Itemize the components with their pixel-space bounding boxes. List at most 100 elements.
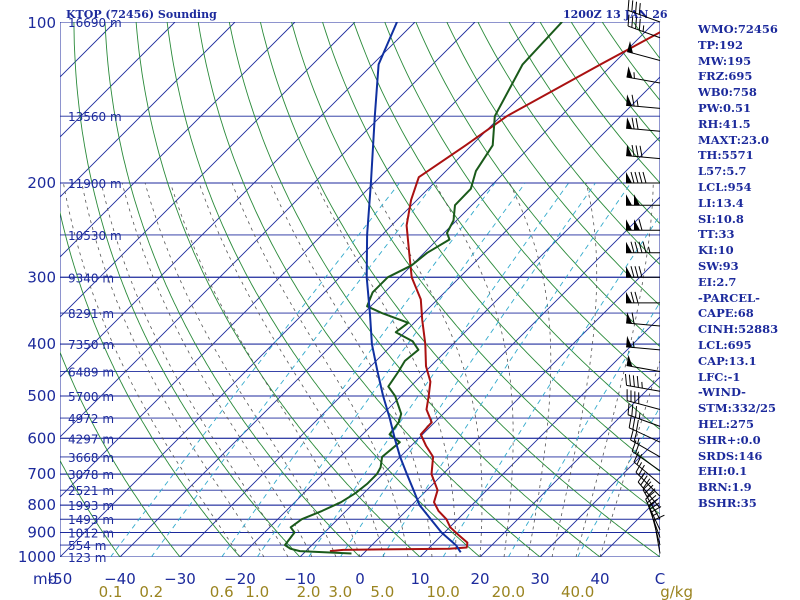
pressure-tick-label: 800	[27, 496, 56, 514]
pressure-tick-label: 900	[27, 524, 56, 542]
wind-barb	[635, 462, 661, 497]
dry-adiabat	[291, 22, 660, 515]
height-label: 1493 m	[68, 513, 114, 527]
stat-line: SHR+:0.0	[698, 432, 761, 447]
wind-barb	[627, 403, 661, 427]
dry-adiabat	[60, 350, 181, 557]
pressure-tick-label: 1000	[18, 548, 56, 566]
mixing-ratio-line	[339, 182, 596, 557]
height-label: 5700 m	[68, 390, 114, 404]
stat-line: CAP:13.1	[698, 353, 757, 368]
dry-adiabat	[135, 22, 421, 557]
pressure-tick-label: 500	[27, 387, 56, 405]
dry-adiabat	[322, 22, 660, 473]
stat-line: STM:332/25	[698, 401, 777, 416]
wind-barb	[626, 194, 660, 206]
wind-barb	[626, 219, 660, 231]
wind-barb	[630, 428, 661, 458]
mixing-unit-label: g/kg	[660, 583, 693, 600]
dry-adiabat	[446, 22, 660, 307]
temperature-tick-label: 10	[410, 570, 429, 588]
stat-line: EHI:0.1	[698, 464, 748, 479]
isotherm-line	[60, 22, 236, 198]
pressure-tick-label: 100	[27, 14, 56, 32]
mixing-ratio-tick-label: 2.0	[297, 583, 321, 600]
stat-line: WB0:758	[698, 85, 757, 100]
moist-adiabat	[509, 182, 552, 557]
mixing-ratio-tick-label: 5.0	[370, 583, 394, 600]
stat-line: -WIND-	[698, 385, 746, 400]
temperature-tick-label: 30	[530, 570, 549, 588]
height-label: 6489 m	[68, 365, 114, 379]
wind-barb	[628, 416, 661, 443]
moist-adiabat	[198, 182, 385, 557]
moist-adiabat	[369, 182, 483, 557]
mixing-ratio-tick-label: 0.1	[99, 583, 123, 600]
stat-line: LCL:954	[698, 179, 752, 194]
wind-barb	[626, 144, 661, 160]
stat-line: WMO:72456	[698, 22, 778, 36]
moist-adiabat	[121, 182, 313, 557]
height-label: 554 m	[68, 539, 106, 553]
moist-adiabat	[270, 182, 433, 557]
stat-line: LCL:695	[698, 337, 752, 352]
stat-line: PW:0.51	[698, 100, 752, 115]
moist-adiabat	[144, 182, 337, 557]
stat-line: BRN:1.9	[698, 480, 752, 495]
mixing-ratio-line	[308, 182, 569, 557]
pressure-unit-label: mb	[33, 570, 57, 588]
moist-adiabat	[170, 182, 361, 557]
temperature-tick-label: −40	[104, 570, 136, 588]
wind-barb	[626, 291, 660, 304]
temperature-tick-label: −30	[164, 570, 196, 588]
mixing-ratio-line	[256, 182, 526, 557]
wind-barb	[647, 498, 661, 538]
dry-adiabat	[415, 22, 660, 348]
height-label: 4297 m	[68, 432, 114, 446]
temperature-trace	[329, 31, 660, 553]
pressure-tick-label: 300	[27, 268, 56, 286]
isotherm-line	[539, 436, 660, 557]
wind-barb	[626, 335, 661, 351]
pressure-tick-label: 200	[27, 174, 56, 192]
dry-adiabat	[60, 459, 121, 557]
stat-line: CINH:52883	[698, 322, 779, 337]
height-label: 3078 m	[68, 468, 114, 482]
isotherm-line	[239, 136, 660, 557]
moist-adiabat	[100, 183, 289, 557]
temperature-tick-label: −20	[224, 570, 256, 588]
height-label: 11900 m	[68, 177, 122, 191]
dry-adiabat	[259, 22, 660, 557]
temperature-tick-label: −10	[284, 570, 316, 588]
height-label: 2521 m	[68, 484, 114, 498]
dry-adiabat	[104, 22, 361, 557]
height-label: 10530 m	[68, 229, 122, 243]
height-label: 13560 m	[68, 110, 122, 124]
mixing-ratio-line	[442, 214, 660, 557]
isotherm-line	[60, 22, 356, 318]
height-label: 7350 m	[68, 338, 114, 352]
dry-adiabat	[166, 22, 481, 557]
mixing-ratio-tick-label: 3.0	[328, 583, 352, 600]
mixing-ratio-line	[507, 301, 660, 557]
stat-line: BSHR:35	[698, 495, 757, 510]
moist-adiabat	[63, 183, 241, 557]
stat-line: KI:10	[698, 243, 734, 258]
isotherm-line	[419, 316, 660, 557]
dry-adiabat	[477, 22, 660, 266]
stat-line: TP:192	[698, 37, 744, 52]
pressure-tick-label: 700	[27, 465, 56, 483]
stat-line: SW:93	[698, 258, 739, 273]
stat-line: RH:41.5	[698, 116, 751, 131]
dry-adiabat	[384, 22, 660, 389]
wind-barb	[626, 266, 660, 278]
height-label: 16690 m	[68, 16, 122, 30]
temperature-tick-label: 0	[355, 570, 365, 588]
moist-adiabat	[434, 182, 514, 557]
isotherm-line	[60, 22, 476, 438]
isotherm-line	[119, 22, 656, 557]
mixing-ratio-tick-label: 0.6	[210, 583, 234, 600]
moist-adiabat	[81, 183, 265, 557]
height-label: 9340 m	[68, 271, 114, 285]
